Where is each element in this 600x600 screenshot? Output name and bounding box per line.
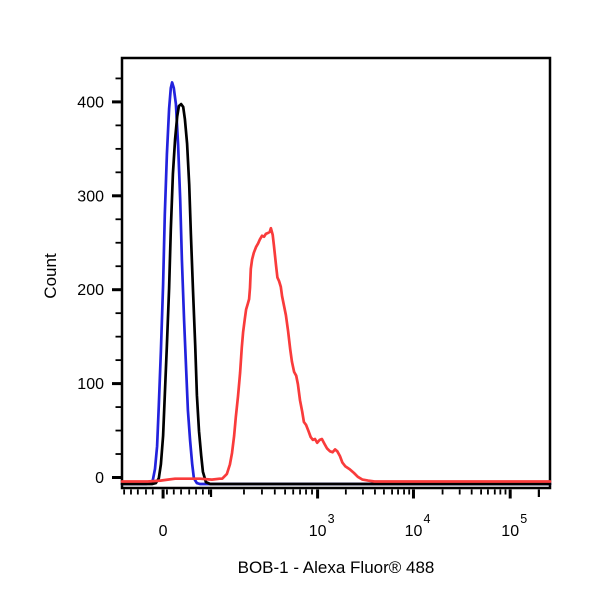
- x-tick-label: 10: [309, 523, 327, 540]
- y-tick-label: 0: [95, 470, 104, 487]
- x-tick-label: 10: [405, 523, 423, 540]
- y-tick-label: 400: [77, 94, 104, 111]
- x-tick-exponent: 5: [520, 512, 527, 526]
- plot-frame: [120, 56, 552, 490]
- y-tick-label: 200: [77, 282, 104, 299]
- x-tick-exponent: 3: [328, 512, 335, 526]
- y-tick-label: 300: [77, 188, 104, 205]
- x-tick-exponent: 4: [423, 512, 430, 526]
- y-tick-label: 100: [77, 376, 104, 393]
- black-curve-path: [120, 102, 552, 486]
- red-curve-path: [120, 226, 552, 483]
- x-axis-title: BOB-1 - Alexa Fluor® 488: [237, 558, 435, 577]
- y-axis-title: Count: [41, 253, 60, 299]
- x-tick-label: 0: [159, 523, 168, 540]
- x-tick-label: 10: [501, 523, 519, 540]
